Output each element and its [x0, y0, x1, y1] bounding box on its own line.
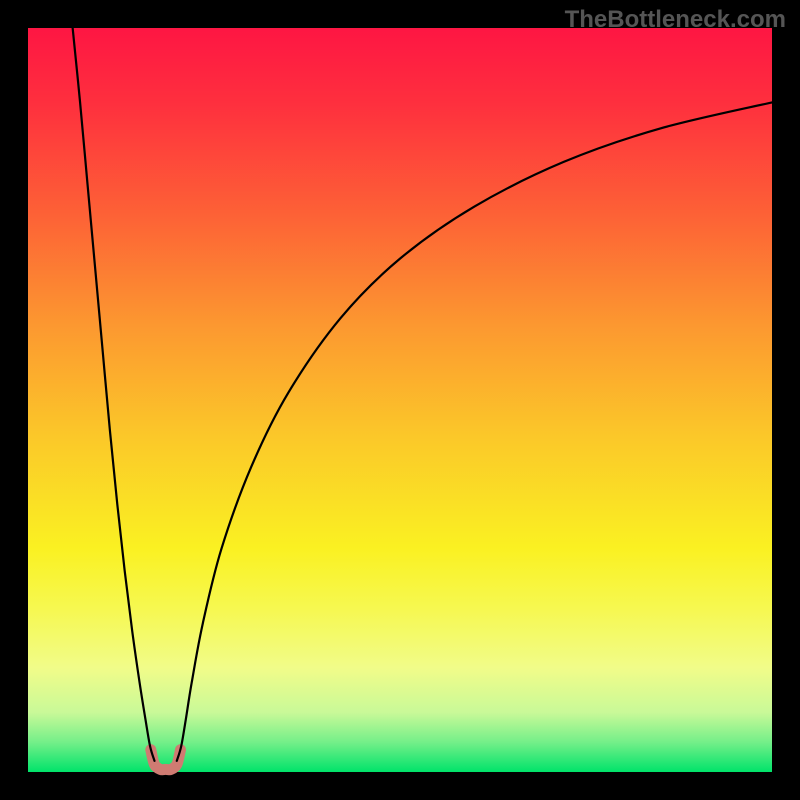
gradient-plot-area [28, 28, 772, 772]
watermark-text: TheBottleneck.com [565, 6, 786, 34]
chart-stage: TheBottleneck.com [0, 0, 800, 800]
chart-svg [0, 0, 800, 800]
